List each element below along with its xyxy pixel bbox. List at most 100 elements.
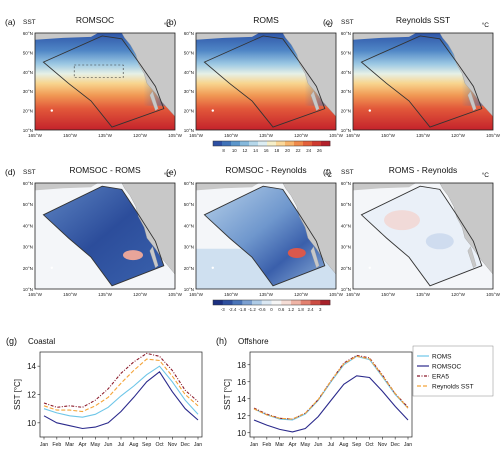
lon-tick-label: 150°W <box>381 292 396 297</box>
panel-title: ROMSOC - Reynolds <box>225 165 306 175</box>
x-tick-label: Jun <box>104 442 112 448</box>
x-tick-label: Oct <box>365 442 374 448</box>
coastal-chart: 10 12 14 Jan Feb Mar Apr May Jun Jul Aug Sep Oct Nov D… <box>6 336 203 448</box>
colorbar-tick-label: 3 <box>319 307 322 312</box>
lon-tick-label: 150°W <box>63 292 78 297</box>
difference-colorbar: -3 -2.4 -1.8 -1.2 -0.6 0 0.6 1.2 1.8 2.4 3 <box>212 299 331 312</box>
lat-tick-label: 50°N <box>23 50 33 55</box>
colorbar-frame <box>212 299 331 306</box>
hawaii-island <box>368 109 371 112</box>
colorbar-tick-label: 1.2 <box>288 307 295 312</box>
series-line-reynolds-sst <box>43 358 199 413</box>
hawaii-island <box>211 266 214 269</box>
land-mass <box>439 183 493 275</box>
lat-tick-label: 10°N <box>184 287 194 292</box>
lon-tick-label: 135°W <box>259 292 274 297</box>
colorbar-segment <box>231 141 241 146</box>
lat-tick-label: 20°N <box>23 266 33 271</box>
legend-box <box>412 345 494 397</box>
panel-title: Reynolds SST <box>396 15 450 25</box>
lon-tick-label: 165°W <box>346 133 361 138</box>
colorbar-tick-label: 18 <box>274 148 279 153</box>
colorbar-tick-label: 1.8 <box>298 307 305 312</box>
lat-tick-label: 30°N <box>23 245 33 250</box>
colorbar-tick-label: 0 <box>270 307 273 312</box>
cool-anomaly <box>425 233 454 250</box>
colorbar-segment <box>232 300 243 305</box>
y-tick-label: 12 <box>237 412 246 421</box>
x-tick-label: Sep <box>142 442 151 448</box>
lat-tick-label: 60°N <box>23 31 33 36</box>
hawaii-island <box>50 109 53 112</box>
unit-label: °C <box>325 171 333 179</box>
lat-tick-label: 10°N <box>23 287 33 292</box>
unit-label: °C <box>482 171 490 179</box>
lon-tick-label: 150°W <box>63 133 78 138</box>
unit-label: °C <box>164 171 172 179</box>
x-tick-label: Jul <box>328 442 335 448</box>
legend-label: ROMSOC <box>432 364 462 371</box>
lat-tick-label: 30°N <box>184 245 194 250</box>
land-mass <box>121 183 175 275</box>
lon-tick-label: 135°W <box>98 292 113 297</box>
panel-title: ROMSOC <box>76 15 114 25</box>
x-tick-label: Mar <box>275 442 284 448</box>
series-line-era5 <box>253 354 409 420</box>
lat-tick-label: 10°N <box>341 287 351 292</box>
diff-domain-field <box>361 186 482 286</box>
colorbar-segment <box>258 141 268 146</box>
chart-legend: ROMS ROMSOC ERA5 Reynolds SST <box>412 345 494 397</box>
legend-label: ROMS <box>432 354 452 361</box>
colorbar-tick-label: 12 <box>242 148 247 153</box>
lat-tick-label: 30°N <box>341 245 351 250</box>
lon-tick-label: 150°W <box>224 292 239 297</box>
lat-tick-label: 10°N <box>23 128 33 133</box>
domain-outline <box>203 185 326 287</box>
colorbar-segment <box>242 300 253 305</box>
baja-peninsula <box>310 246 320 269</box>
map-frame <box>34 182 176 290</box>
y-tick-label: 18 <box>237 361 246 370</box>
colorbar-segment <box>261 300 272 305</box>
x-tick-label: Mar <box>65 442 74 448</box>
x-tick-label: Apr <box>288 442 296 448</box>
colorbar-segment <box>281 300 292 305</box>
colorbar-segment <box>249 141 259 146</box>
warm-anomaly <box>123 250 143 261</box>
offshore-box <box>73 64 124 78</box>
land-mass <box>196 183 259 191</box>
y-tick-label: 12 <box>27 391 36 400</box>
lon-tick-label: 105°W <box>168 292 183 297</box>
lat-tick-label: 60°N <box>341 31 351 36</box>
panel-title: ROMS <box>253 15 279 25</box>
domain-outline <box>42 35 165 128</box>
lon-tick-label: 120°W <box>294 292 309 297</box>
land-mass <box>121 33 175 117</box>
colorbar-tick-label: 26 <box>317 148 322 153</box>
x-tick-label: Dec <box>181 442 191 448</box>
lat-tick-label: 30°N <box>23 89 33 94</box>
colorbar-segment <box>240 141 250 146</box>
y-axis-label: SST [°C] <box>13 379 22 410</box>
x-tick-label: Dec <box>391 442 401 448</box>
lat-tick-label: 20°N <box>23 109 33 114</box>
diff-domain-field <box>43 186 164 286</box>
y-tick-label: 14 <box>237 395 246 404</box>
y-axis-label: SST [°C] <box>223 379 232 410</box>
lat-tick-label: 20°N <box>341 266 351 271</box>
land-mass <box>353 183 416 191</box>
baja-peninsula <box>467 90 477 111</box>
colorbar-segment <box>252 300 263 305</box>
colorbar-tick-label: 8 <box>222 148 225 153</box>
lat-tick-label: 60°N <box>23 181 33 186</box>
land-mass <box>282 33 336 117</box>
x-tick-label: May <box>300 442 310 448</box>
lon-tick-label: 105°W <box>329 133 344 138</box>
lat-tick-label: 10°N <box>184 128 194 133</box>
lon-tick-label: 135°W <box>259 133 274 138</box>
x-tick-label: Jan <box>40 442 48 448</box>
colorbar-segment <box>267 141 277 146</box>
